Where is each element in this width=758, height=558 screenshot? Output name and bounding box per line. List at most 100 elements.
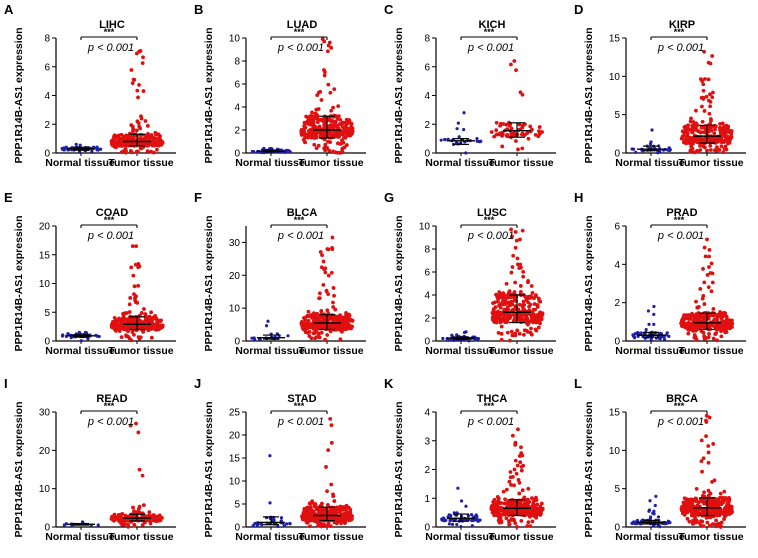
data-point bbox=[507, 123, 512, 127]
data-point bbox=[710, 95, 715, 100]
y-tick-label: 15 bbox=[609, 34, 621, 45]
data-point bbox=[141, 55, 145, 60]
data-point bbox=[110, 516, 115, 521]
data-point bbox=[319, 309, 324, 313]
data-point bbox=[701, 88, 706, 93]
data-point bbox=[723, 330, 728, 335]
data-point bbox=[707, 248, 712, 252]
data-point bbox=[330, 247, 335, 252]
data-point bbox=[513, 442, 518, 447]
data-point bbox=[529, 326, 533, 331]
data-point bbox=[529, 313, 534, 318]
y-axis-label: PPP1R14B-AS1 expression bbox=[393, 402, 405, 538]
data-point bbox=[708, 148, 713, 152]
data-point bbox=[703, 254, 708, 259]
data-point bbox=[708, 61, 713, 66]
data-point bbox=[147, 134, 152, 138]
y-tick-label: 10 bbox=[229, 304, 241, 315]
data-point bbox=[726, 500, 731, 505]
data-point bbox=[489, 130, 494, 134]
data-point bbox=[517, 511, 522, 515]
data-point bbox=[709, 118, 713, 123]
tumor-series-points bbox=[679, 49, 734, 155]
data-point bbox=[491, 308, 496, 313]
data-point bbox=[650, 128, 654, 132]
data-point bbox=[258, 338, 262, 342]
data-point bbox=[123, 513, 128, 518]
data-point bbox=[531, 320, 536, 325]
data-point bbox=[507, 522, 512, 527]
panel-title: PRAD bbox=[666, 207, 697, 219]
panel-title: READ bbox=[96, 393, 127, 405]
data-point bbox=[519, 451, 524, 456]
data-point bbox=[653, 503, 657, 508]
data-point bbox=[349, 121, 354, 126]
data-point bbox=[702, 318, 707, 323]
data-point bbox=[302, 140, 307, 145]
data-point bbox=[495, 513, 500, 518]
data-point bbox=[688, 323, 693, 328]
data-point bbox=[341, 140, 346, 145]
data-point bbox=[147, 510, 152, 515]
data-point bbox=[348, 326, 353, 331]
data-point bbox=[319, 508, 324, 512]
data-point bbox=[159, 318, 163, 323]
y-tick-label: 6 bbox=[234, 80, 240, 91]
data-point bbox=[96, 523, 100, 527]
data-point bbox=[520, 92, 525, 97]
data-point bbox=[325, 49, 330, 54]
data-point bbox=[303, 315, 307, 320]
data-point bbox=[500, 299, 505, 303]
data-point bbox=[513, 333, 518, 338]
data-point bbox=[719, 138, 724, 143]
data-point bbox=[721, 150, 726, 155]
data-point bbox=[155, 143, 160, 147]
data-point bbox=[699, 519, 703, 524]
data-point bbox=[314, 107, 319, 112]
y-tick-label: 8 bbox=[424, 245, 430, 256]
data-point bbox=[328, 524, 333, 529]
data-point bbox=[534, 515, 539, 520]
data-point bbox=[491, 508, 495, 513]
data-point bbox=[333, 307, 338, 312]
y-tick-label: 2 bbox=[614, 298, 620, 309]
data-point bbox=[304, 517, 309, 522]
data-point bbox=[722, 517, 726, 522]
data-point bbox=[323, 270, 328, 275]
data-point bbox=[518, 460, 523, 465]
data-point bbox=[699, 438, 704, 443]
data-point bbox=[301, 511, 306, 515]
data-point bbox=[652, 304, 656, 309]
data-point bbox=[494, 316, 499, 320]
y-tick-label: 4 bbox=[44, 91, 50, 102]
data-point bbox=[151, 315, 156, 320]
data-point bbox=[343, 124, 348, 129]
data-point bbox=[338, 337, 343, 342]
data-point bbox=[135, 149, 140, 154]
data-point bbox=[494, 120, 499, 125]
data-point bbox=[86, 337, 90, 341]
data-point bbox=[707, 415, 712, 420]
data-point bbox=[464, 151, 468, 155]
panel-letter: G bbox=[384, 190, 394, 205]
x-tick-label: Normal tissue bbox=[425, 531, 495, 543]
data-point bbox=[271, 519, 275, 523]
data-point bbox=[513, 280, 518, 285]
data-point bbox=[143, 119, 148, 123]
data-point bbox=[524, 315, 529, 320]
data-point bbox=[701, 266, 705, 271]
x-tick-label: Normal tissue bbox=[45, 345, 115, 357]
data-point bbox=[514, 238, 519, 243]
data-point bbox=[537, 132, 542, 137]
data-point bbox=[694, 520, 699, 525]
data-point bbox=[153, 136, 157, 141]
data-point bbox=[507, 479, 512, 484]
y-tick-label: 4 bbox=[424, 91, 430, 102]
data-point bbox=[515, 328, 520, 333]
x-tick-label: Normal tissue bbox=[615, 531, 685, 543]
data-point bbox=[534, 508, 539, 513]
x-tick-label: Tumor tissue bbox=[108, 345, 173, 357]
data-point bbox=[711, 138, 716, 143]
y-tick-label: 0 bbox=[44, 149, 50, 160]
y-tick-label: 6 bbox=[44, 62, 50, 73]
